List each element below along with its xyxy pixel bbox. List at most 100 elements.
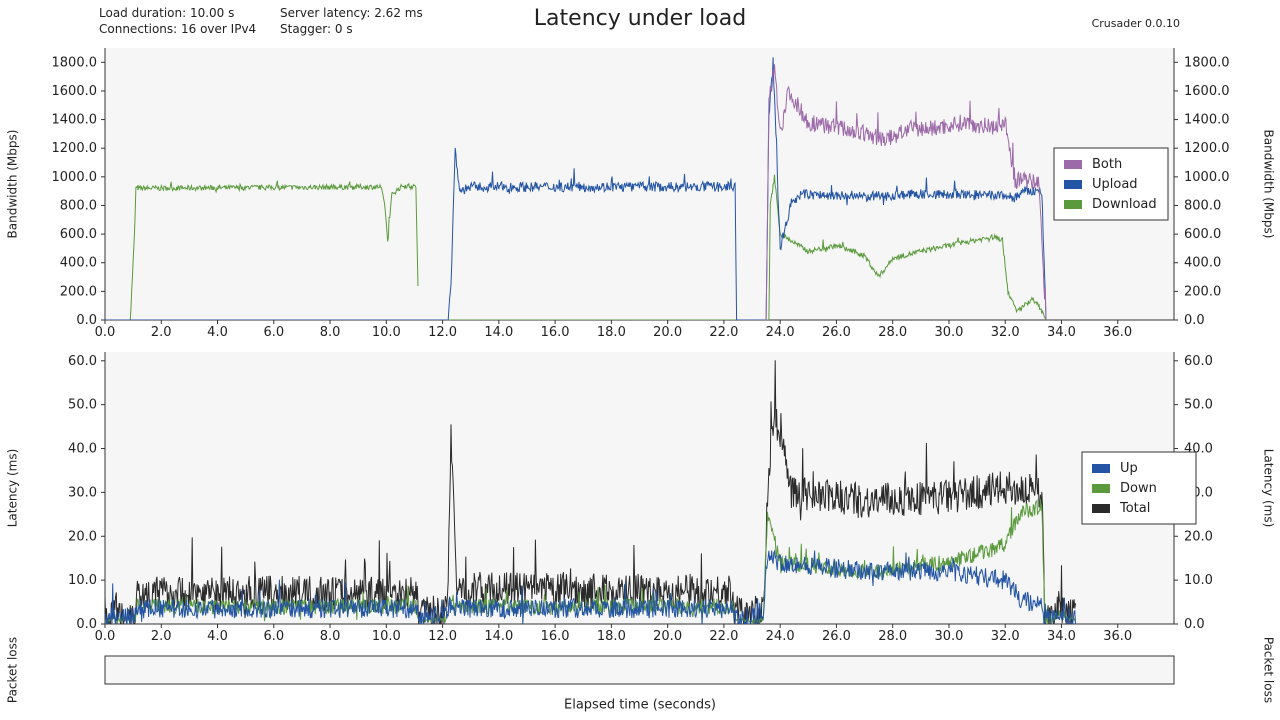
y-tick-label: 40.0 (68, 442, 97, 457)
x-tick-label: 16.0 (541, 325, 570, 340)
x-tick-label: 34.0 (1047, 629, 1076, 644)
x-tick-label: 32.0 (991, 629, 1020, 644)
y-tick-label: 50.0 (68, 398, 97, 413)
y2-tick-label: 200.0 (1184, 284, 1221, 299)
y-tick-label: 0.0 (76, 313, 97, 328)
y2-axis-label: Bandwidth (Mbps) (1262, 130, 1276, 239)
series-line-download (768, 174, 1047, 320)
y2-tick-label: 1600.0 (1184, 84, 1230, 99)
x-tick-label: 22.0 (709, 629, 738, 644)
y-tick-label: 1400.0 (52, 113, 98, 128)
y-axis-label: Bandwidth (Mbps) (6, 130, 20, 239)
x-tick-label: 30.0 (934, 325, 963, 340)
x-tick-label: 20.0 (653, 629, 682, 644)
legend-swatch-total (1092, 504, 1110, 513)
connections-text: Connections: 16 over IPv4 (99, 22, 257, 36)
x-tick-label: 18.0 (597, 629, 626, 644)
x-tick-label: 8.0 (320, 629, 341, 644)
x-tick-label: 24.0 (766, 325, 795, 340)
version-text: Crusader 0.0.10 (1091, 17, 1180, 30)
legend-swatch-down (1092, 484, 1110, 493)
x-tick-label: 6.0 (263, 629, 284, 644)
x-tick-label: 0.0 (95, 629, 116, 644)
series-line-download (129, 180, 419, 320)
y2-tick-label: 10.0 (1184, 573, 1213, 588)
legend-swatch-both (1064, 160, 1082, 169)
x-tick-label: 4.0 (207, 325, 228, 340)
y2-tick-label: 50.0 (1184, 398, 1213, 413)
packet-loss-area (104, 655, 1175, 685)
y-tick-label: 0.0 (76, 617, 97, 632)
y-tick-label: 10.0 (68, 573, 97, 588)
x-tick-label: 22.0 (709, 325, 738, 340)
x-tick-label: 26.0 (822, 629, 851, 644)
x-tick-label: 28.0 (878, 629, 907, 644)
y2-tick-label: 600.0 (1184, 227, 1221, 242)
y-tick-label: 60.0 (68, 354, 97, 369)
x-tick-label: 2.0 (151, 629, 172, 644)
y-axis-label: Latency (ms) (6, 449, 20, 528)
legend-label-up: Up (1120, 461, 1138, 476)
x-tick-label: 16.0 (541, 629, 570, 644)
y2-tick-label: 20.0 (1184, 529, 1213, 544)
x-tick-label: 26.0 (822, 325, 851, 340)
legend-label-upload: Upload (1092, 177, 1138, 192)
y2-tick-label: 1000.0 (1184, 170, 1230, 185)
load-duration-text: Load duration: 10.00 s (99, 6, 235, 20)
y2-tick-label: 1200.0 (1184, 141, 1230, 156)
y-tick-label: 1000.0 (52, 170, 98, 185)
server-latency-text: Server latency: 2.62 ms (280, 6, 423, 20)
y2-tick-label: 60.0 (1184, 354, 1213, 369)
x-tick-label: 18.0 (597, 325, 626, 340)
stagger-text: Stagger: 0 s (280, 22, 353, 36)
x-tick-label: 34.0 (1047, 325, 1076, 340)
x-tick-label: 12.0 (428, 325, 457, 340)
x-tick-label: 20.0 (653, 325, 682, 340)
packet-loss-label-left: Packet loss (6, 637, 20, 703)
x-tick-label: 4.0 (207, 629, 228, 644)
y-tick-label: 30.0 (68, 485, 97, 500)
x-tick-label: 10.0 (372, 629, 401, 644)
x-tick-label: 30.0 (934, 629, 963, 644)
y2-tick-label: 0.0 (1184, 617, 1205, 632)
y2-tick-label: 0.0 (1184, 313, 1205, 328)
y-tick-label: 20.0 (68, 529, 97, 544)
x-tick-label: 36.0 (1103, 629, 1132, 644)
legend-swatch-upload (1064, 180, 1082, 189)
y2-tick-label: 1400.0 (1184, 113, 1230, 128)
legend-swatch-up (1092, 464, 1110, 473)
x-tick-label: 32.0 (991, 325, 1020, 340)
y-tick-label: 600.0 (60, 227, 97, 242)
x-tick-label: 6.0 (263, 325, 284, 340)
series-line-total (105, 360, 1076, 624)
y-tick-label: 1600.0 (52, 84, 98, 99)
y2-tick-label: 800.0 (1184, 198, 1221, 213)
y-tick-label: 800.0 (60, 198, 97, 213)
bandwidth-plot: 0.0 2.0 4.0 6.0 8.0 10.0 12.0 14.0 16.0 18.0 20.0 2… (6, 48, 1276, 340)
series-line-down (105, 498, 1076, 624)
y2-tick-label: 400.0 (1184, 256, 1221, 271)
x-tick-label: 14.0 (484, 629, 513, 644)
y-tick-label: 200.0 (60, 284, 97, 299)
x-axis-label: Elapsed time (seconds) (564, 698, 716, 713)
legend-label-down: Down (1120, 481, 1157, 496)
y-tick-label: 1200.0 (52, 141, 98, 156)
legend-swatch-download (1064, 200, 1082, 209)
y2-tick-label: 1800.0 (1184, 55, 1230, 70)
chart-title: Latency under load (533, 6, 747, 31)
packet-loss-plot (104, 655, 1175, 685)
x-tick-label: 24.0 (766, 629, 795, 644)
legend-label-both: Both (1092, 157, 1122, 172)
x-tick-label: 28.0 (878, 325, 907, 340)
latency-plot: 0.0 2.0 4.0 6.0 8.0 10.0 12.0 14.0 16.0 18.0 20.0 2… (6, 352, 1276, 644)
series-line-upload (447, 147, 738, 320)
y-tick-label: 400.0 (60, 256, 97, 271)
x-tick-label: 2.0 (151, 325, 172, 340)
series-line-both (765, 64, 1047, 320)
legend-label-total: Total (1119, 501, 1150, 516)
x-tick-label: 10.0 (372, 325, 401, 340)
packet-loss-label-right: Packet loss (1262, 637, 1276, 703)
series-line-up (105, 549, 1076, 624)
x-tick-label: 36.0 (1103, 325, 1132, 340)
legend-label-download: Download (1092, 197, 1157, 212)
